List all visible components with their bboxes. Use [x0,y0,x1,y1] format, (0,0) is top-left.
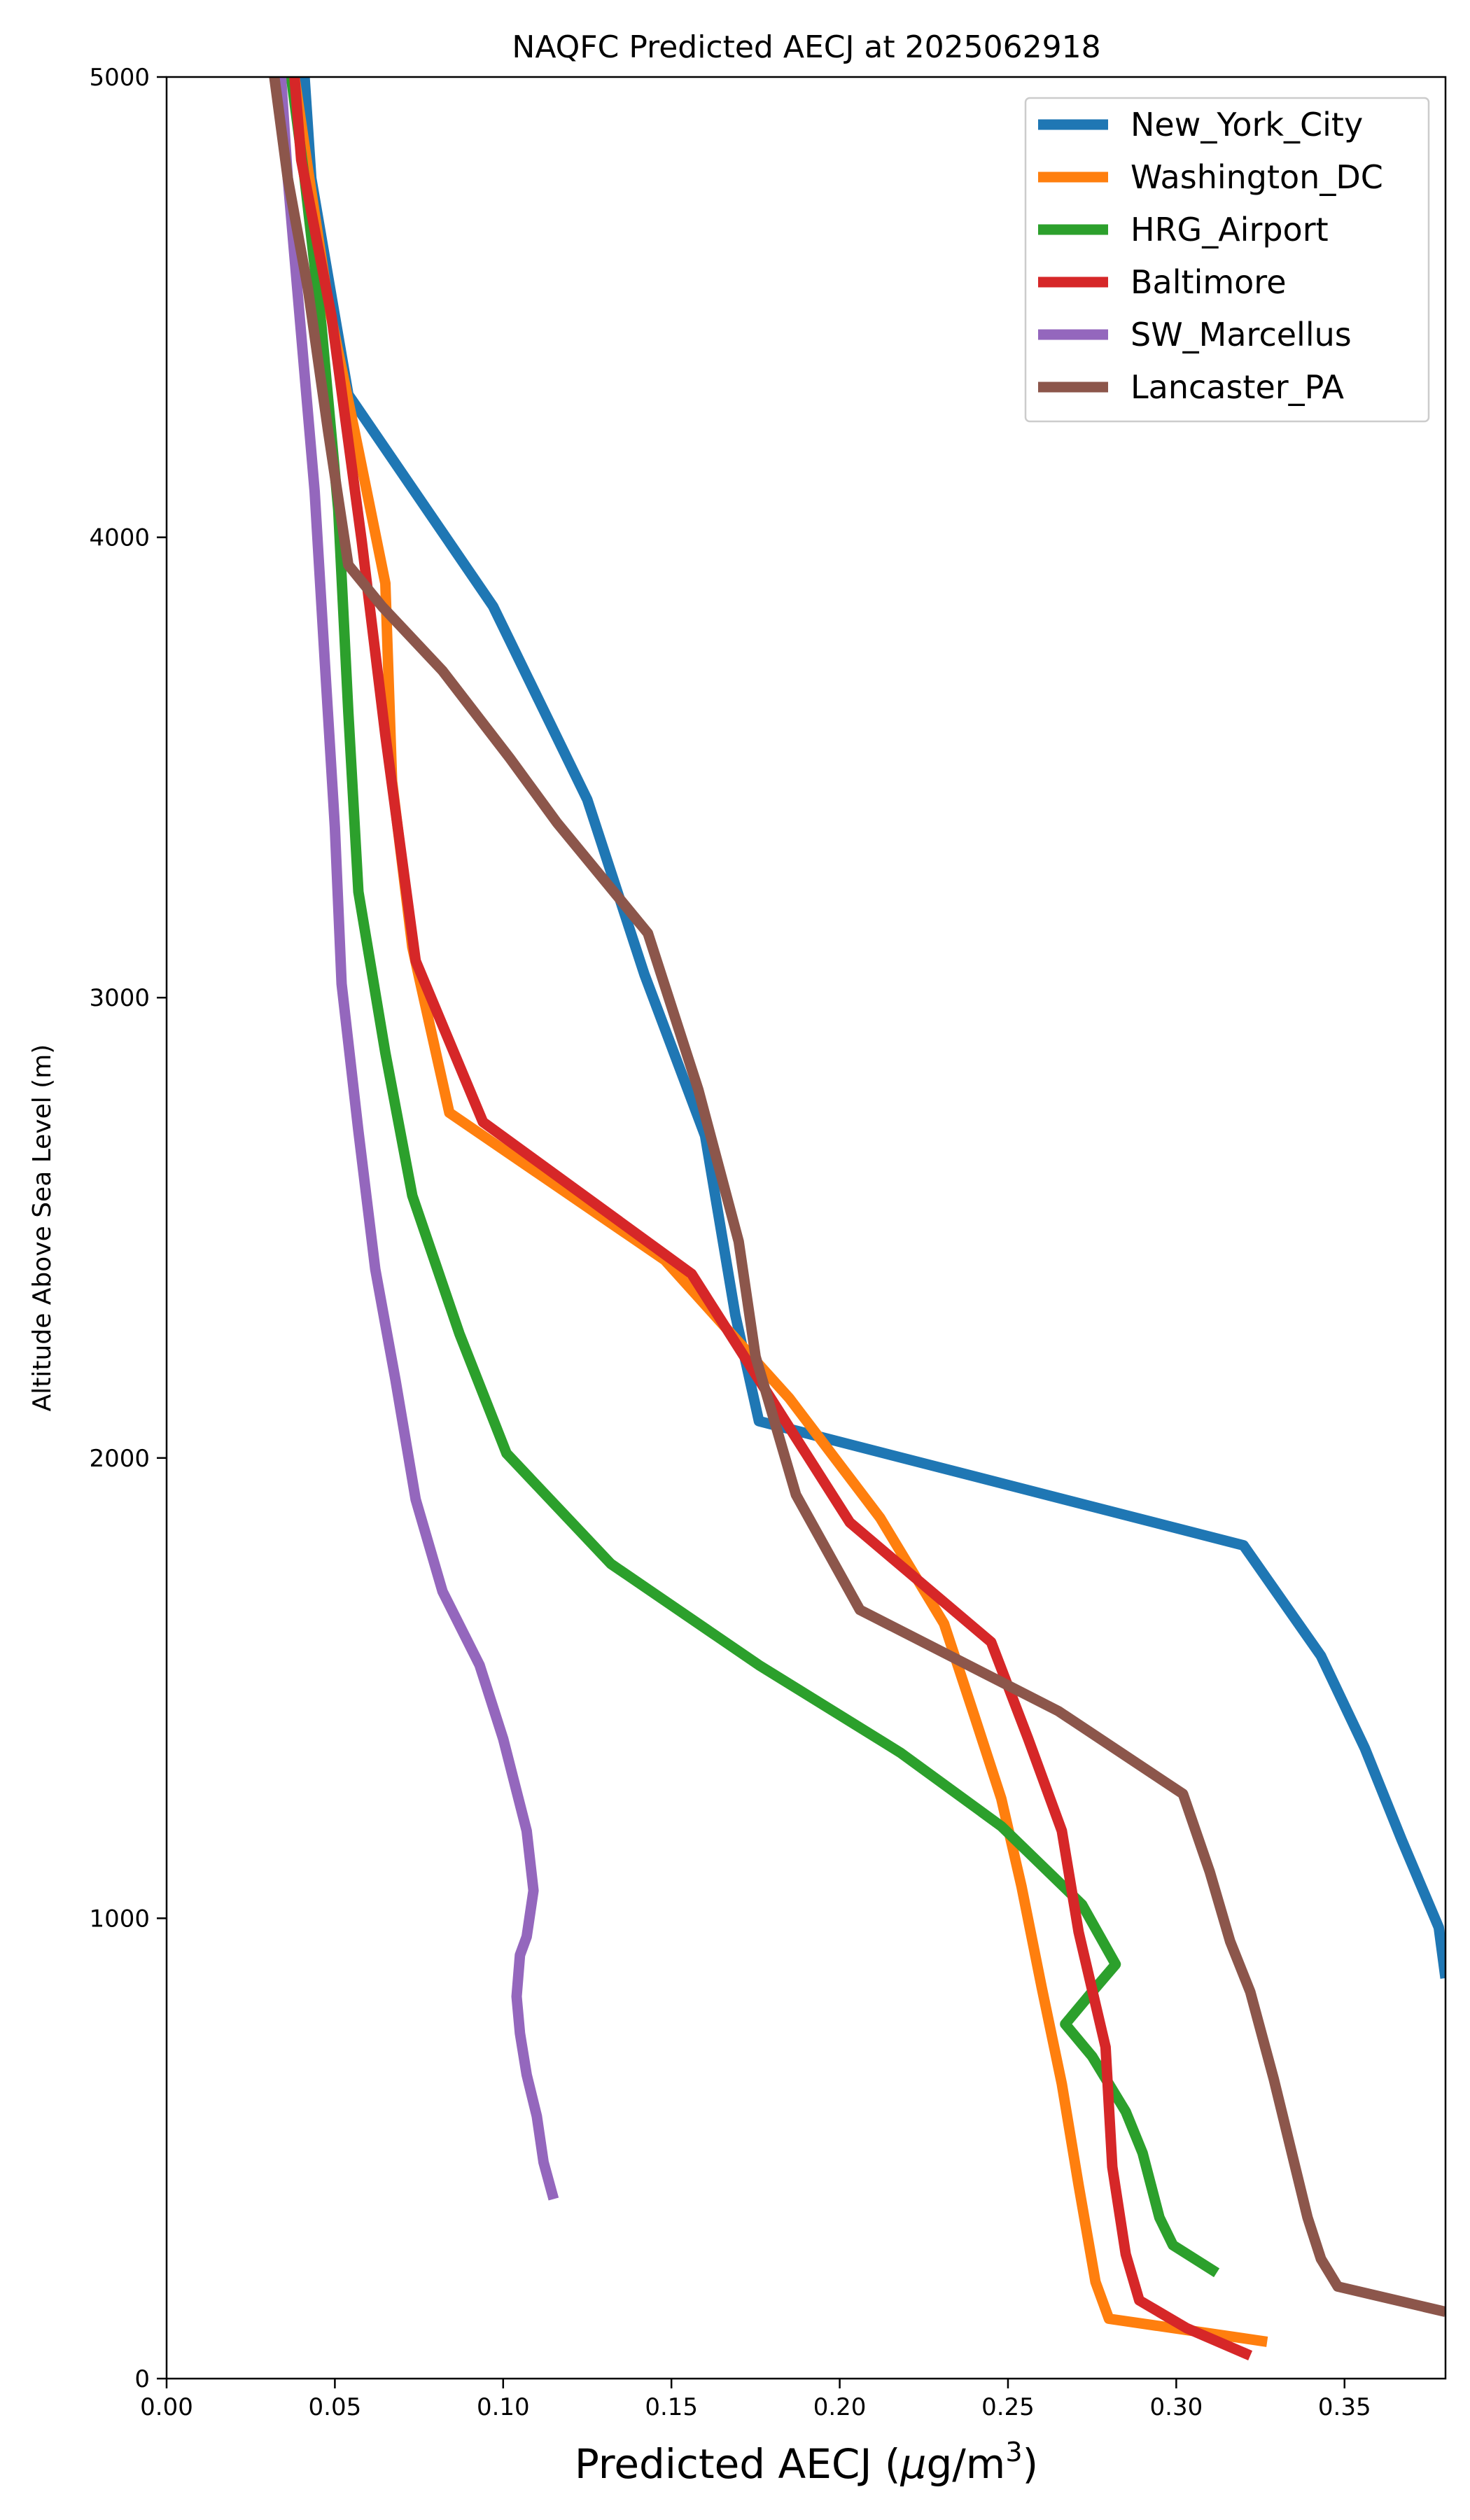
legend-label: SW_Marcellus [1130,316,1352,354]
x-axis-label: Predicted AECJ (μg/m3) [575,2437,1038,2488]
x-axis-label-mu: μ [900,2440,927,2488]
legend-label: Washington_DC [1130,158,1383,196]
series-line-hrg-airport [286,77,1220,2278]
plot-area-frame [165,76,1447,2380]
legend-box [1024,97,1430,423]
x-tick-label: 0.15 [645,2393,698,2421]
y-tick-label: 4000 [89,524,150,552]
x-tick-label: 0.25 [981,2393,1035,2421]
x-tick-label: 0.20 [813,2393,867,2421]
series-line-new-york-city [299,77,1446,1979]
y-tick-label: 5000 [89,64,150,92]
y-axis: 0 1000 2000 3000 4000 5000 [89,64,167,2393]
x-axis-label-exponent: 3 [1005,2437,1022,2468]
series-lines [269,77,1446,2360]
y-axis-label: Altitude Above Sea Level (m) [28,1044,57,1412]
series-line-lancaster-pa [269,77,1446,2317]
x-tick-label: 0.05 [309,2393,362,2421]
x-axis-label-main: Predicted AECJ ( [575,2440,901,2488]
x-tick-label: 0.10 [477,2393,530,2421]
chart-title: NAQFC Predicted AECJ at 2025062918 [512,29,1100,65]
x-tick-label: 0.00 [140,2393,193,2421]
x-axis: 0.00 0.05 0.10 0.15 0.20 0.25 0.30 0.35 [140,2379,1371,2421]
series-line-sw-marcellus [276,77,559,2201]
x-axis-label-unit: g/m [926,2440,1005,2488]
y-tick-label: 0 [134,2365,150,2393]
legend-label: Lancaster_PA [1130,368,1344,406]
legend-label: Baltimore [1130,263,1287,301]
legend-label: HRG_Airport [1130,211,1329,248]
y-tick-label: 3000 [89,984,150,1012]
legend: New_York_City Washington_DC HRG_Airport Bal… [1024,97,1430,423]
series-line-washington-dc [289,77,1268,2347]
y-tick-label: 1000 [89,1905,150,1933]
x-axis-label-close: ) [1023,2440,1039,2488]
y-tick-label: 2000 [89,1445,150,1473]
series-line-baltimore [289,77,1253,2360]
x-tick-label: 0.30 [1150,2393,1203,2421]
legend-label: New_York_City [1130,106,1363,144]
x-tick-label: 0.35 [1318,2393,1371,2421]
